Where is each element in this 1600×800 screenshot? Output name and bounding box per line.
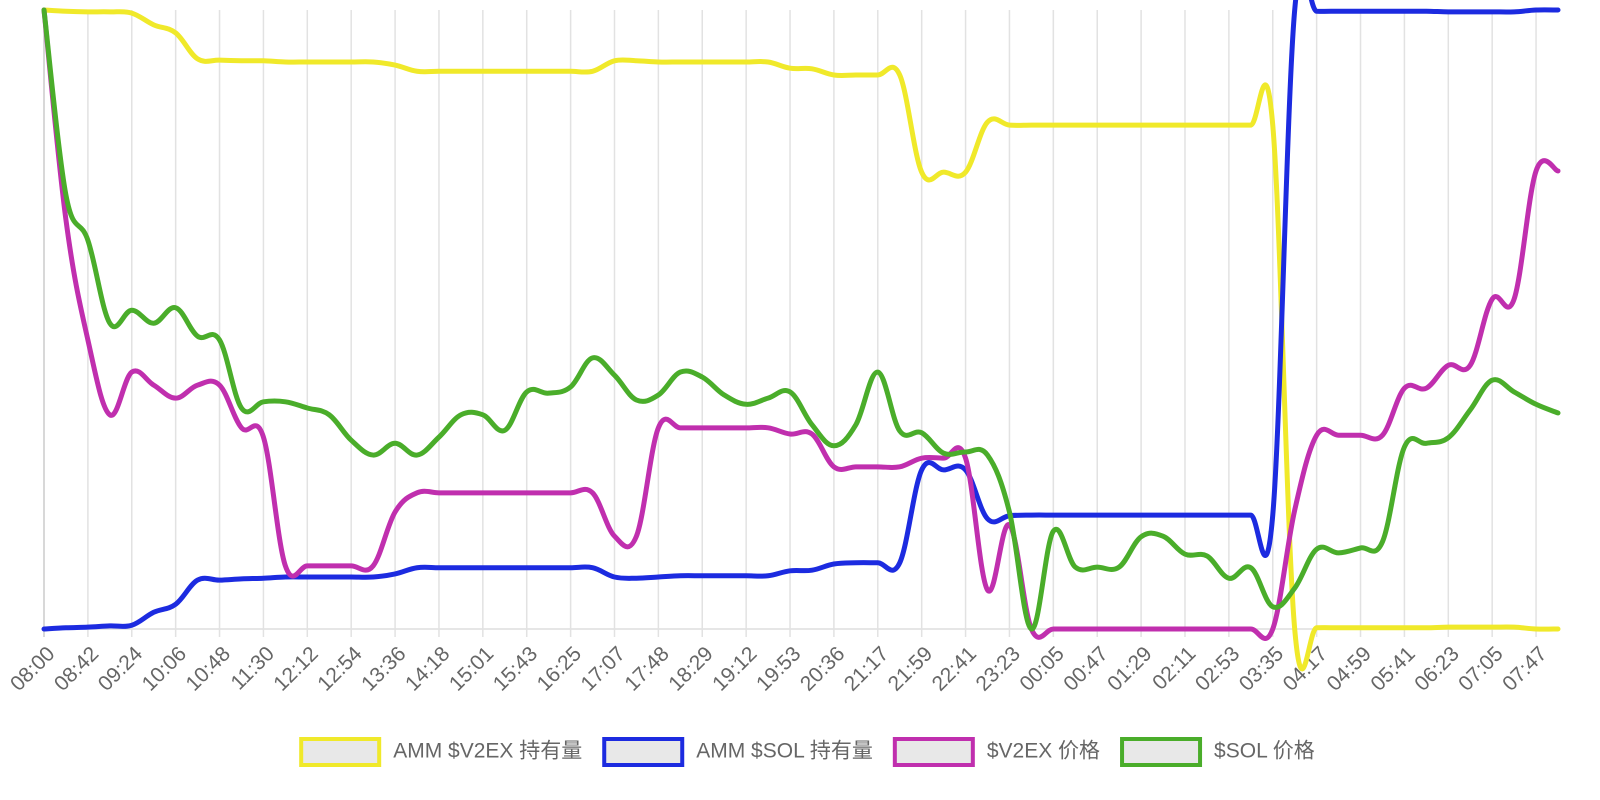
legend-item[interactable]: AMM $SOL 持有量 [602, 737, 873, 767]
legend-label: AMM $V2EX 持有量 [393, 740, 582, 763]
x-tick-label: 20:36 [796, 642, 849, 695]
series-line [41, 7, 1561, 641]
x-tick-label: 18:29 [664, 642, 717, 695]
legend-swatch [1120, 737, 1203, 767]
legend-swatch [299, 737, 382, 767]
x-tick-label: 21:17 [840, 642, 893, 695]
x-tick-label: 00:47 [1059, 642, 1112, 695]
x-tick-label: 09:24 [94, 642, 148, 696]
legend: AMM $V2EX 持有量 AMM $SOL 持有量 $V2EX 价格 $SOL 价格 [299, 737, 1315, 767]
x-tick-label: 02:11 [1148, 642, 1200, 694]
series-line [41, 7, 1561, 632]
x-tick-label: 17:07 [577, 642, 630, 695]
x-tick-label: 11:30 [227, 642, 279, 694]
x-tick-label: 06:23 [1410, 642, 1463, 695]
legend-label: AMM $SOL 持有量 [696, 740, 873, 763]
x-tick-label: 23:23 [971, 642, 1024, 695]
x-tick-label: 19:12 [708, 642, 761, 695]
legend-item[interactable]: AMM $V2EX 持有量 [299, 737, 582, 767]
x-tick-label: 12:54 [313, 642, 367, 696]
x-tick-label: 10:48 [182, 642, 235, 695]
x-tick-label: 02:53 [1191, 642, 1244, 695]
legend-label: $V2EX 价格 [987, 740, 1100, 763]
x-tick-label: 15:01 [445, 642, 498, 695]
x-tick-label: 15:43 [489, 642, 542, 695]
x-tick-label: 16:25 [533, 642, 586, 695]
x-tick-label: 07:47 [1498, 642, 1551, 695]
x-tick-label: 01:29 [1103, 642, 1156, 695]
x-tick-label: 03:35 [1235, 642, 1288, 695]
x-tick-label: 08:42 [50, 642, 103, 695]
legend-item[interactable]: $SOL 价格 [1120, 737, 1315, 767]
x-tick-label: 10:06 [138, 642, 191, 695]
x-tick-label: 08:00 [6, 642, 59, 695]
x-tick-label: 21:59 [884, 642, 937, 695]
x-tick-label: 22:41 [928, 642, 981, 695]
x-tick-label: 00:05 [1015, 642, 1068, 695]
series-line [41, 0, 1561, 632]
x-tick-label: 13:36 [357, 642, 410, 695]
legend-swatch [602, 737, 685, 767]
x-tick-label: 05:41 [1366, 642, 1419, 695]
x-tick-label: 12:12 [269, 642, 322, 695]
series-line [41, 7, 1561, 672]
x-tick-label: 19:53 [752, 642, 805, 695]
legend-label: $SOL 价格 [1214, 740, 1315, 763]
legend-swatch [892, 737, 975, 767]
x-tick-label: 07:05 [1454, 642, 1507, 695]
legend-item[interactable]: $V2EX 价格 [892, 737, 1100, 767]
x-tick-label: 14:18 [401, 642, 454, 695]
x-tick-label: 17:48 [620, 642, 673, 695]
x-tick-label: 04:59 [1323, 642, 1376, 695]
